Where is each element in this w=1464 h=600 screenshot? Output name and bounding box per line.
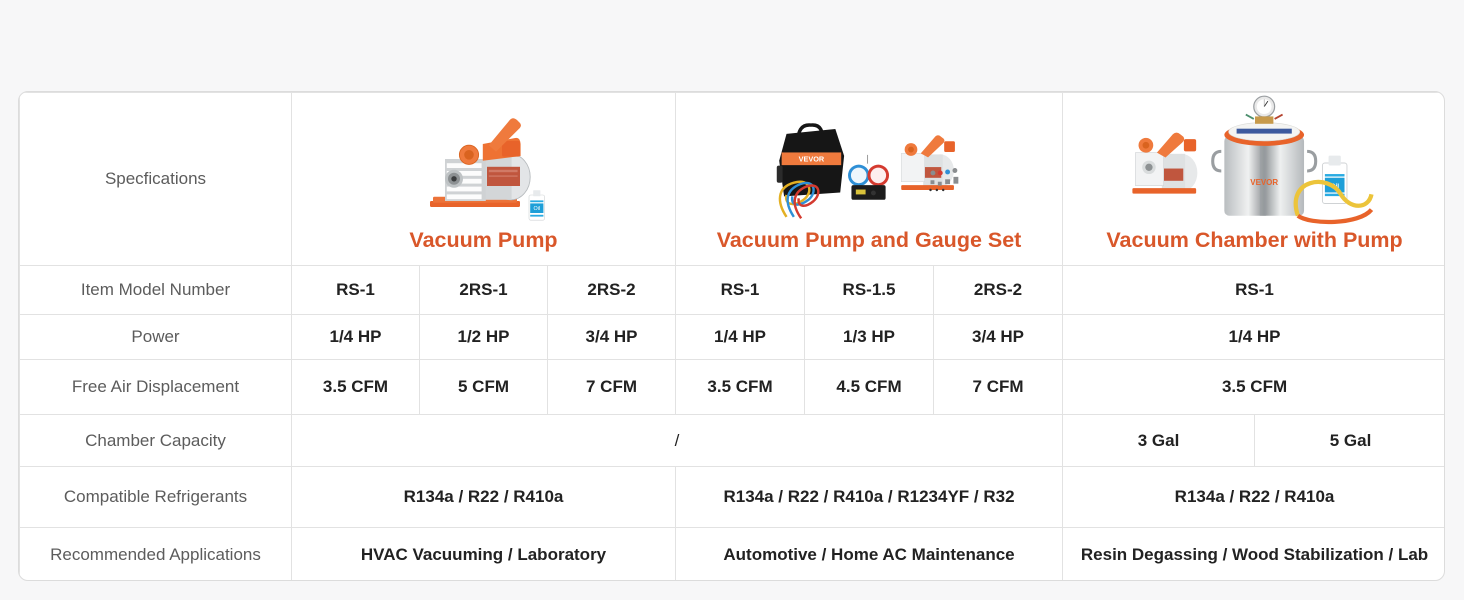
svg-text:VEVOR: VEVOR [798, 155, 824, 164]
svg-text:VEVOR: VEVOR [1250, 178, 1278, 187]
svg-text:Oil: Oil [533, 206, 540, 212]
